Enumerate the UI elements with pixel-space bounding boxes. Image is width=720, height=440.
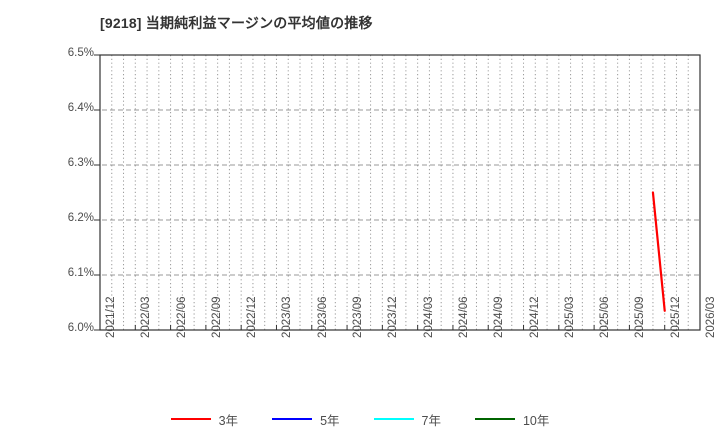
chart-title: [9218] 当期純利益マージンの平均値の推移 <box>100 15 373 31</box>
legend-color-swatch <box>170 418 211 420</box>
x-tick-label: 2025/06 <box>599 296 612 338</box>
x-tick-label: 2022/03 <box>140 296 153 338</box>
legend-color-swatch <box>474 418 515 420</box>
y-tick-label: 6.5% <box>67 47 94 59</box>
legend-color-swatch <box>272 418 313 420</box>
x-tick-label: 2026/03 <box>705 296 717 338</box>
data-series-group <box>651 191 666 312</box>
x-tick-label: 2024/03 <box>422 296 435 338</box>
x-tick-label: 2024/09 <box>493 296 506 338</box>
legend-item[interactable]: 10年 <box>474 410 550 429</box>
y-tick-label: 6.4% <box>67 102 94 114</box>
y-tick-label: 6.3% <box>67 157 94 169</box>
x-tick-label: 2024/06 <box>457 296 470 338</box>
x-tick-label: 2023/09 <box>352 296 365 338</box>
vertical-gridlines <box>111 55 689 330</box>
series-line <box>651 191 666 312</box>
plot-frame <box>99 54 701 331</box>
y-tick-marks <box>94 54 100 331</box>
x-tick-label: 2025/12 <box>669 296 682 338</box>
horizontal-gridlines <box>94 109 700 276</box>
x-tick-label: 2022/06 <box>175 296 188 338</box>
y-tick-label: 6.0% <box>67 322 94 334</box>
legend-item[interactable]: 3年 <box>170 410 239 429</box>
legend-item[interactable]: 5年 <box>272 410 340 429</box>
legend-label: 5年 <box>320 413 340 428</box>
legend-label: 3年 <box>218 413 239 428</box>
x-tick-label: 2024/12 <box>528 296 541 338</box>
x-tick-label: 2025/03 <box>563 296 576 338</box>
legend-color-swatch <box>373 418 414 420</box>
x-tick-label: 2023/12 <box>387 296 400 338</box>
x-tick-marks <box>99 325 701 330</box>
x-tick-label: 2022/09 <box>210 296 223 338</box>
legend-label: 7年 <box>421 413 441 428</box>
x-tick-label: 2023/03 <box>281 296 294 338</box>
legend-item[interactable]: 7年 <box>373 410 441 429</box>
x-tick-label: 2021/12 <box>105 296 117 338</box>
chart-legend: 3年 5年 7年 10年 <box>0 406 720 432</box>
x-tick-label: 2025/09 <box>634 296 647 338</box>
y-tick-label: 6.1% <box>67 267 94 279</box>
x-tick-label: 2023/06 <box>316 296 329 338</box>
y-tick-label: 6.2% <box>67 212 94 224</box>
legend-label: 10年 <box>522 413 550 428</box>
x-tick-label: 2022/12 <box>246 296 259 338</box>
y-axis-tick-labels: 6.0% 6.1% 6.2% 6.3% 6.4% 6.5% <box>48 0 94 440</box>
